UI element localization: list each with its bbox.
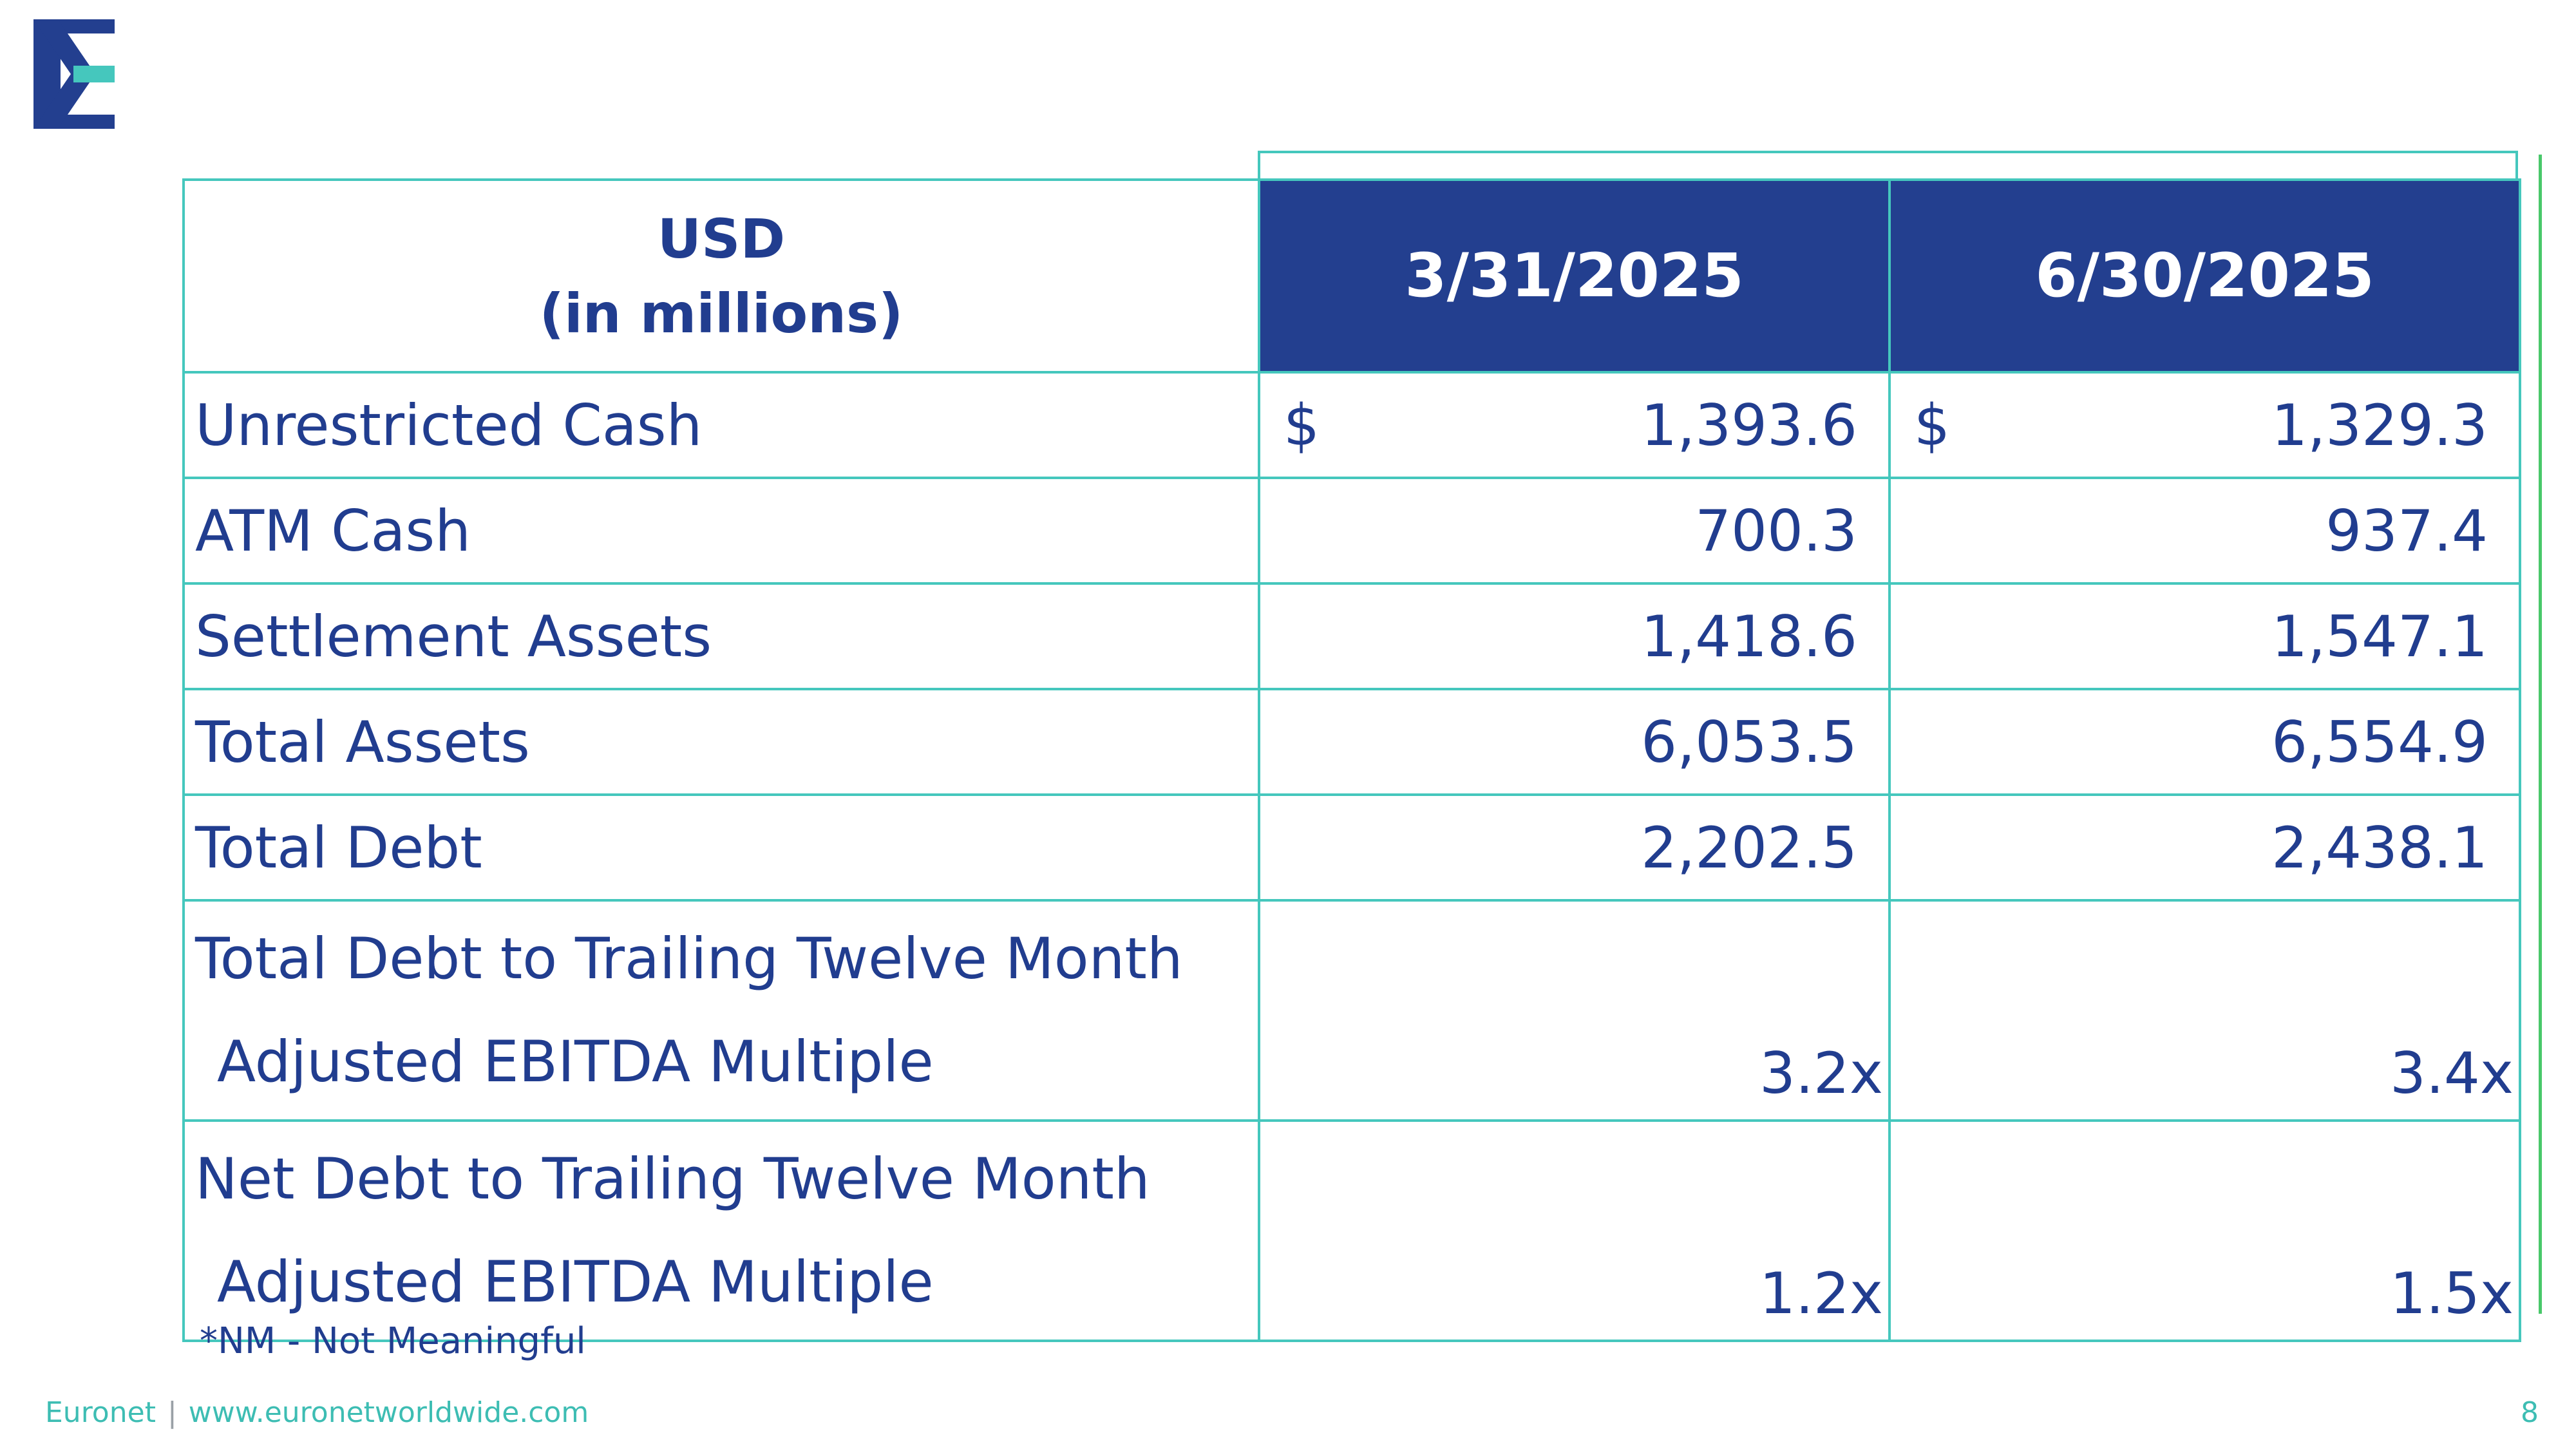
row-label: Total Assets	[182, 688, 1260, 796]
table-row: Total Debt to Trailing Twelve Month Adju…	[182, 899, 2521, 1122]
row-label: Unrestricted Cash	[182, 371, 1260, 479]
header-bracket-decoration	[1258, 151, 2518, 178]
table-row: Total Debt 2,202.5 2,438.1	[182, 793, 2521, 902]
row-value-1: 2,202.5	[1258, 793, 1891, 902]
row-label: Net Debt to Trailing Twelve Month Adjust…	[182, 1119, 1260, 1342]
header-usd-label: USD	[657, 207, 786, 270]
row-label-line-1: Total Debt to Trailing Twelve Month	[195, 925, 1183, 992]
row-label: Total Debt	[182, 793, 1260, 902]
row-value-2: 1,547.1	[1888, 582, 2521, 690]
row-label-line-2: Adjusted EBITDA Multiple	[217, 1028, 934, 1095]
right-edge-line-decoration	[2539, 155, 2542, 1314]
table-row: ATM Cash 700.3 937.4	[182, 477, 2521, 585]
euronet-logo-icon	[33, 19, 115, 129]
row-value-2: 6,554.9	[1888, 688, 2521, 796]
row-value-2: 937.4	[1888, 477, 2521, 585]
row-value-1: $ 1,393.6	[1258, 371, 1891, 479]
row-label: Total Debt to Trailing Twelve Month Adju…	[182, 899, 1260, 1122]
header-usd-cell: USD (in millions)	[182, 178, 1260, 374]
row-label-line-1: Net Debt to Trailing Twelve Month	[195, 1146, 1150, 1212]
row-label-line-2: Adjusted EBITDA Multiple	[217, 1249, 934, 1315]
footnote: *NM - Not Meaningful	[200, 1320, 586, 1362]
row-value-1: 6,053.5	[1258, 688, 1891, 796]
row-value-1: 3.2x	[1258, 899, 1891, 1122]
row-value-1: 1,418.6	[1258, 582, 1891, 690]
table-row: Settlement Assets 1,418.6 1,547.1	[182, 582, 2521, 690]
table-row: Net Debt to Trailing Twelve Month Adjust…	[182, 1119, 2521, 1342]
page-number: 8	[2521, 1396, 2539, 1429]
footer: Euronet | www.euronetworldwide.com	[45, 1396, 589, 1429]
row-label: ATM Cash	[182, 477, 1260, 585]
footer-company: Euronet	[45, 1396, 156, 1429]
table-row: Total Assets 6,053.5 6,554.9	[182, 688, 2521, 796]
header-date-2: 6/30/2025	[1888, 178, 2521, 374]
row-label: Settlement Assets	[182, 582, 1260, 690]
value-text: 1,329.3	[2271, 392, 2488, 459]
row-value-1: 1.2x	[1258, 1119, 1891, 1342]
financial-table: USD (in millions) 3/31/2025 6/30/2025 Un…	[182, 178, 2521, 1342]
currency-symbol: $	[1914, 392, 1950, 459]
row-value-2: 3.4x	[1888, 899, 2521, 1122]
table-header-row: USD (in millions) 3/31/2025 6/30/2025	[182, 178, 2521, 374]
table-row: Unrestricted Cash $ 1,393.6 $ 1,329.3	[182, 371, 2521, 479]
header-in-millions-label: (in millions)	[539, 281, 904, 345]
currency-symbol: $	[1283, 392, 1320, 459]
footer-website-link[interactable]: www.euronetworldwide.com	[188, 1396, 589, 1429]
header-date-1: 3/31/2025	[1258, 178, 1891, 374]
row-value-1: 700.3	[1258, 477, 1891, 585]
value-text: 1,393.6	[1641, 392, 1857, 459]
row-value-2: 1.5x	[1888, 1119, 2521, 1342]
row-value-2: $ 1,329.3	[1888, 371, 2521, 479]
row-value-2: 2,438.1	[1888, 793, 2521, 902]
footer-separator: |	[167, 1396, 177, 1429]
